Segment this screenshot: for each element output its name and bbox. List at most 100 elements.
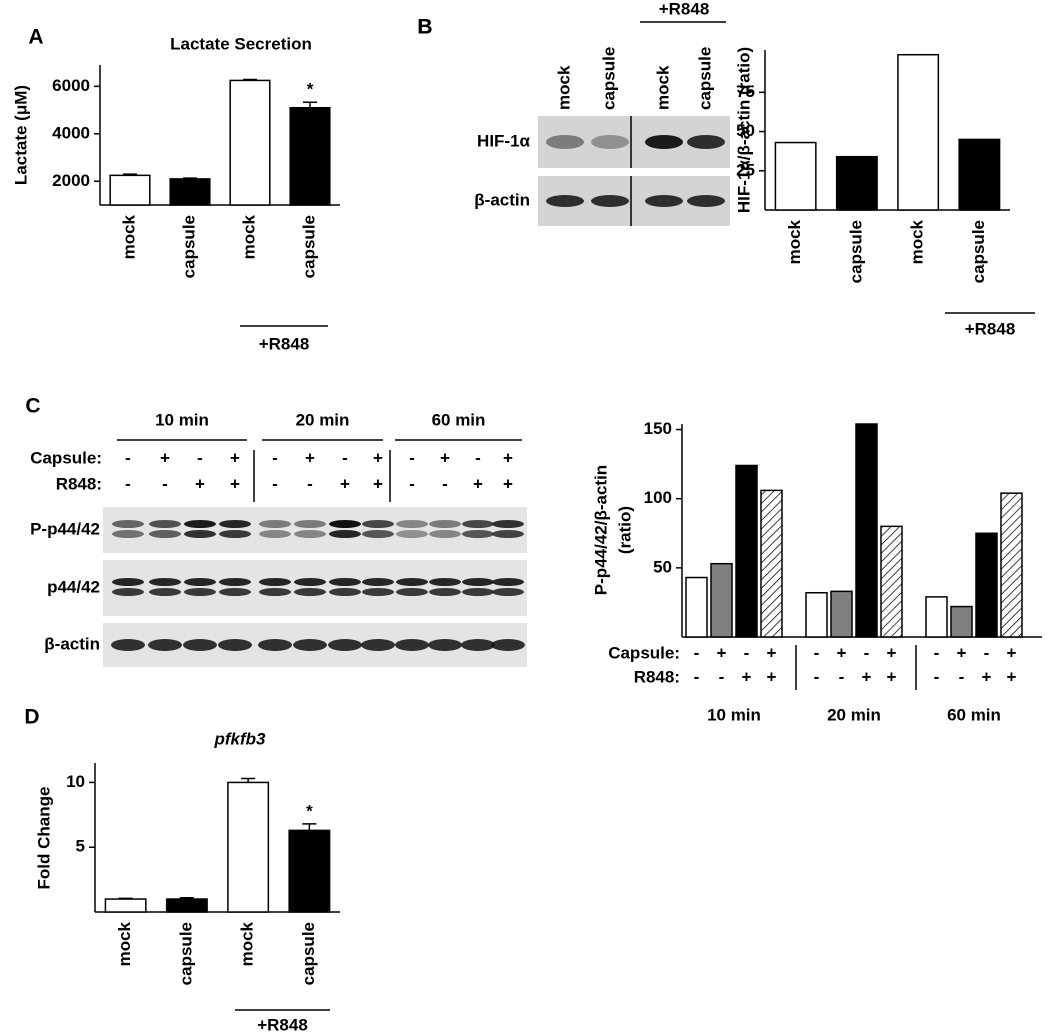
blot-band: [149, 520, 181, 528]
blot-band: [294, 530, 326, 538]
bar: [880, 525, 903, 638]
panel-letter: B: [417, 16, 432, 39]
blot-band: [219, 530, 251, 538]
error-bar: [302, 823, 317, 831]
y-axis-label: Lactate (μM): [11, 85, 30, 185]
blot-band: [111, 639, 145, 651]
blot-band: [362, 578, 394, 586]
condition-sign: -: [125, 448, 131, 467]
blot-band: [546, 135, 584, 149]
panel-letter: D: [24, 706, 39, 729]
condition-label: Capsule:: [30, 448, 102, 467]
x-tick-label: mock: [115, 921, 134, 966]
condition-sign: +: [305, 448, 315, 467]
chart-title: Lactate Secretion: [170, 34, 312, 53]
group-label: +R848: [257, 1015, 308, 1034]
blot-band: [462, 588, 494, 596]
group-label: +R848: [259, 334, 310, 353]
lane-label: capsule: [695, 47, 714, 110]
error-bar: [303, 101, 317, 108]
condition-sign: +: [717, 643, 727, 662]
condition-sign: +: [503, 474, 513, 493]
condition-sign: -: [162, 474, 168, 493]
lane-label: mock: [554, 65, 573, 110]
blot-band: [362, 520, 394, 528]
blot-band: [259, 578, 291, 586]
condition-sign: -: [409, 474, 415, 493]
error-bar: [179, 896, 194, 900]
error-bar: [118, 897, 133, 900]
condition-sign: -: [744, 643, 750, 662]
row-label: β-actin: [44, 634, 100, 653]
bar: [109, 174, 151, 206]
condition-sign: +: [767, 667, 777, 686]
x-tick-label: 20 min: [827, 705, 881, 724]
panel-letter: C: [25, 395, 40, 418]
y-tick-label: 6000: [52, 76, 90, 95]
blot-band: [591, 195, 629, 207]
condition-sign: +: [837, 643, 847, 662]
blot-band: [219, 520, 251, 528]
condition-sign: -: [272, 474, 278, 493]
blot-band: [462, 530, 494, 538]
blot-band: [149, 578, 181, 586]
blot-band: [591, 135, 629, 149]
x-tick-label: capsule: [299, 922, 318, 985]
blot-strip: [103, 560, 527, 616]
blot-band: [492, 530, 524, 538]
blot-band: [429, 520, 461, 528]
bar: [925, 596, 948, 638]
x-tick-label: mock: [119, 214, 138, 259]
significance-mark: *: [307, 80, 314, 99]
blot-band: [396, 530, 428, 538]
blot-band: [218, 639, 252, 651]
blot-band: [149, 530, 181, 538]
y-axis-label: HIF-1α/β-actin (ratio): [734, 47, 753, 213]
blot-band: [149, 588, 181, 596]
group-label: +R848: [965, 319, 1016, 338]
y-tick-label: 150: [644, 419, 672, 438]
blot-band: [183, 639, 217, 651]
bar: [289, 106, 331, 206]
condition-sign: +: [1007, 667, 1017, 686]
blot-band: [396, 520, 428, 528]
condition-sign: -: [197, 448, 203, 467]
x-tick-label: capsule: [299, 215, 318, 278]
blot-band: [219, 578, 251, 586]
condition-sign: -: [934, 643, 940, 662]
lane-label: mock: [653, 65, 672, 110]
blot-band: [492, 588, 524, 596]
condition-sign: +: [503, 448, 513, 467]
blot-band: [184, 520, 216, 528]
condition-sign: -: [839, 667, 845, 686]
chart-title: pfkfb3: [214, 729, 267, 748]
y-tick-label: 4000: [52, 123, 90, 142]
x-tick-label: capsule: [179, 215, 198, 278]
time-label: 10 min: [155, 410, 209, 429]
bar: [958, 138, 1001, 211]
condition-sign: -: [959, 667, 965, 686]
blot-band: [184, 530, 216, 538]
condition-sign: +: [1007, 643, 1017, 662]
condition-sign: +: [887, 667, 897, 686]
condition-sign: -: [814, 643, 820, 662]
blot-band: [429, 588, 461, 596]
condition-sign: -: [984, 643, 990, 662]
bar: [950, 605, 973, 638]
blot-band: [329, 578, 361, 586]
x-tick-label: capsule: [846, 220, 865, 283]
blot-band: [259, 588, 291, 596]
significance-mark: *: [306, 801, 313, 820]
x-tick-label: mock: [238, 921, 257, 966]
bar: [104, 898, 147, 913]
blot-band: [112, 530, 144, 538]
condition-sign: -: [934, 667, 940, 686]
bar: [1000, 492, 1023, 638]
condition-sign: -: [814, 667, 820, 686]
condition-label: R848:: [56, 474, 102, 493]
condition-sign: +: [230, 474, 240, 493]
y-tick-label: 50: [653, 557, 672, 576]
x-tick-label: 10 min: [707, 705, 761, 724]
bar: [169, 178, 211, 206]
time-label: 20 min: [296, 410, 350, 429]
